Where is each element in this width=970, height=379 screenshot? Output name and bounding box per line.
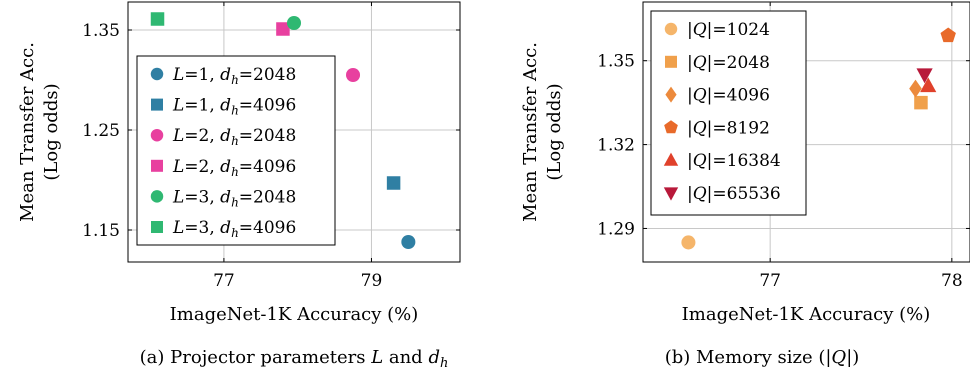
legend-marker xyxy=(150,190,164,203)
y-axis-label-a-line1: Mean Transfer Acc. xyxy=(17,42,38,222)
x-tick-label: 79 xyxy=(361,271,383,291)
legend-b: |Q|=1024 |Q|=2048 |Q|=4096 |Q|=8192 |Q|=1638… xyxy=(650,10,807,216)
data-point xyxy=(150,12,165,26)
data-point xyxy=(920,77,937,93)
plot-area-b xyxy=(642,1,970,263)
data-point xyxy=(940,27,956,43)
chart-b: 77 78 1.29 1.32 1.35 |Q|=1024 |Q|=2048 |Q|=409… xyxy=(520,1,970,368)
legend-label: |Q|=1024 xyxy=(687,20,770,40)
x-tick-label: 77 xyxy=(759,271,781,291)
legend-marker xyxy=(665,55,677,68)
x-axis-label-a: ImageNet-1K Accuracy (%) xyxy=(170,304,419,325)
y-axis-label-a-line2: (Log odds) xyxy=(41,83,62,180)
x-tick-label: 77 xyxy=(213,271,235,291)
data-point xyxy=(346,67,361,83)
y-tick-label: 1.15 xyxy=(82,221,120,241)
legend-label: |Q|=4096 xyxy=(687,86,770,106)
legend-marker xyxy=(664,120,678,134)
y-tick-label: 1.35 xyxy=(82,21,120,41)
y-axis-label-b-line1: Mean Transfer Acc. xyxy=(520,42,541,222)
legend-box xyxy=(650,10,807,216)
legend-a: L=1, dh=2048 L=1, dh=4096 L=2, dh=2048 L=2,… xyxy=(136,55,336,246)
legend-marker xyxy=(151,221,163,233)
y-axis-label-b-line2: (Log odds) xyxy=(544,83,565,180)
data-point xyxy=(386,176,401,190)
legend-label: |Q|=2048 xyxy=(687,53,770,73)
legend-label: |Q|=65536 xyxy=(687,184,781,204)
data-point xyxy=(681,235,696,250)
data-point xyxy=(401,234,416,250)
data-points-a xyxy=(150,12,416,250)
y-tick-label: 1.32 xyxy=(597,136,635,156)
legend-marker xyxy=(663,152,679,166)
data-points-b xyxy=(681,27,956,250)
data-point xyxy=(276,22,290,36)
y-tick-label: 1.35 xyxy=(597,52,635,72)
legend-marker xyxy=(150,128,164,142)
legend-label: |Q|=8192 xyxy=(687,118,770,138)
legend-marker xyxy=(664,22,678,36)
y-tick-label: 1.29 xyxy=(597,219,635,239)
tick-labels-b: 77 78 1.29 1.32 1.35 xyxy=(597,52,963,291)
legend-marker xyxy=(665,86,677,103)
x-tick-label: 78 xyxy=(941,271,963,291)
legend-label: L=2, dh=2048 xyxy=(172,126,296,148)
y-tick-label: 1.25 xyxy=(82,121,120,141)
data-point xyxy=(916,68,933,84)
legend-label: L=2, dh=4096 xyxy=(172,157,296,179)
legend-box xyxy=(136,55,336,246)
legend-marker xyxy=(663,187,679,201)
legend-marker xyxy=(151,159,163,172)
plot-area-a xyxy=(127,1,461,263)
legend-label: |Q|=16384 xyxy=(687,151,781,171)
legend-label: L=3, dh=2048 xyxy=(172,187,296,209)
tick-labels-a: 77 79 1.15 1.25 1.35 xyxy=(82,21,382,291)
caption-b: (b) Memory size (|Q|) xyxy=(665,347,860,368)
legend-marker xyxy=(150,67,164,81)
data-point xyxy=(914,95,928,110)
data-point xyxy=(286,15,302,31)
legend-label: L=1, dh=2048 xyxy=(172,65,296,87)
legend-label: L=1, dh=4096 xyxy=(172,96,296,118)
caption-a: (a) Projector parameters L and dh xyxy=(140,347,449,371)
x-axis-label-b: ImageNet-1K Accuracy (%) xyxy=(682,304,931,325)
legend-label: L=3, dh=4096 xyxy=(172,218,296,240)
data-point xyxy=(909,79,922,98)
chart-a: 77 79 1.15 1.25 1.35 L=1, dh=2048 L=1, dh=409… xyxy=(17,1,461,371)
legend-marker xyxy=(151,98,163,111)
